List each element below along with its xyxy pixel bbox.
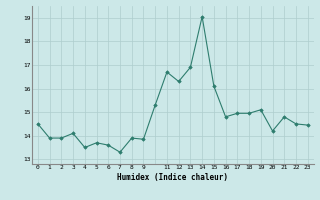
X-axis label: Humidex (Indice chaleur): Humidex (Indice chaleur) [117, 173, 228, 182]
